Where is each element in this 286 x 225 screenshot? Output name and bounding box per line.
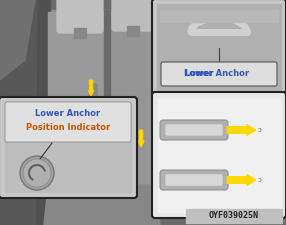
FancyArrow shape bbox=[138, 130, 144, 147]
FancyBboxPatch shape bbox=[166, 175, 222, 185]
Polygon shape bbox=[48, 12, 105, 190]
Text: Position Indicator: Position Indicator bbox=[26, 122, 110, 131]
Text: Lower Anchor: Lower Anchor bbox=[184, 70, 250, 79]
Polygon shape bbox=[104, 10, 110, 195]
Polygon shape bbox=[48, 10, 155, 195]
FancyArrow shape bbox=[128, 110, 134, 126]
FancyArrow shape bbox=[227, 124, 256, 135]
Circle shape bbox=[23, 159, 51, 187]
FancyArrow shape bbox=[88, 80, 94, 96]
FancyBboxPatch shape bbox=[57, 0, 103, 33]
Text: Lower Anchor: Lower Anchor bbox=[35, 110, 101, 119]
Polygon shape bbox=[0, 0, 48, 225]
Polygon shape bbox=[0, 0, 35, 80]
FancyBboxPatch shape bbox=[152, 0, 286, 95]
Polygon shape bbox=[108, 12, 155, 190]
FancyBboxPatch shape bbox=[161, 62, 277, 86]
Circle shape bbox=[20, 156, 54, 190]
FancyBboxPatch shape bbox=[166, 125, 222, 135]
Polygon shape bbox=[44, 185, 160, 225]
Text: OYF039025N: OYF039025N bbox=[209, 212, 259, 220]
Bar bbox=[157, 4, 281, 90]
FancyArrow shape bbox=[227, 175, 256, 185]
Text: ↄ: ↄ bbox=[258, 177, 262, 183]
Polygon shape bbox=[36, 0, 50, 225]
Text: Lower: Lower bbox=[185, 70, 217, 79]
FancyBboxPatch shape bbox=[89, 84, 97, 100]
Bar bbox=[160, 10, 278, 22]
FancyBboxPatch shape bbox=[74, 28, 86, 38]
FancyBboxPatch shape bbox=[0, 97, 137, 198]
Bar bbox=[158, 98, 280, 212]
Text: ↄ: ↄ bbox=[258, 127, 262, 133]
FancyArrow shape bbox=[97, 97, 103, 114]
FancyBboxPatch shape bbox=[160, 120, 228, 140]
FancyBboxPatch shape bbox=[160, 170, 228, 190]
Bar bbox=[5, 103, 131, 192]
FancyBboxPatch shape bbox=[112, 0, 154, 31]
FancyBboxPatch shape bbox=[5, 102, 131, 142]
FancyBboxPatch shape bbox=[127, 26, 139, 36]
Bar bbox=[186, 209, 282, 223]
Polygon shape bbox=[130, 130, 134, 185]
FancyBboxPatch shape bbox=[152, 92, 286, 218]
